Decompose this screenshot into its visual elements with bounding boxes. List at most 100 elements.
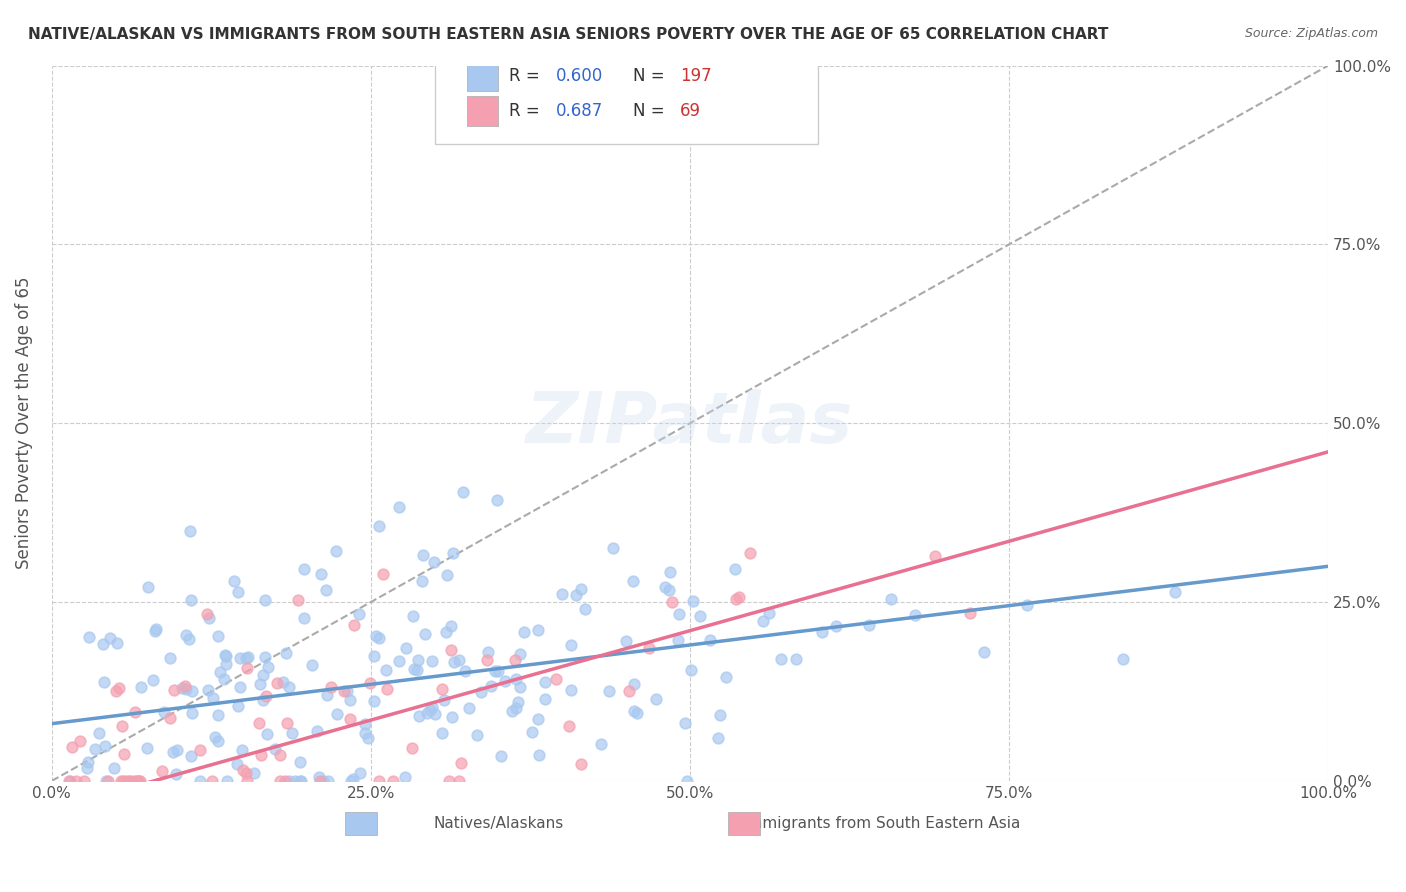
Text: N =: N = bbox=[633, 67, 669, 85]
Point bbox=[402, 608, 425, 623]
Point bbox=[257, 660, 280, 674]
Point bbox=[485, 493, 508, 508]
Point bbox=[284, 773, 307, 788]
Point bbox=[420, 699, 443, 714]
Point bbox=[163, 682, 186, 697]
Point bbox=[751, 614, 773, 628]
Point bbox=[226, 698, 249, 713]
Point bbox=[252, 667, 274, 681]
Point bbox=[214, 648, 236, 663]
Point bbox=[235, 651, 257, 665]
Point bbox=[681, 663, 703, 677]
Point bbox=[382, 773, 405, 788]
FancyBboxPatch shape bbox=[467, 61, 499, 91]
Point bbox=[181, 684, 204, 698]
Point bbox=[180, 706, 202, 720]
Point bbox=[388, 654, 411, 668]
Point bbox=[315, 583, 337, 598]
Point bbox=[558, 719, 581, 733]
Point bbox=[430, 681, 453, 696]
Point bbox=[278, 773, 301, 788]
Point bbox=[235, 766, 257, 780]
Text: N =: N = bbox=[633, 103, 669, 120]
Text: Natives/Alaskans: Natives/Alaskans bbox=[433, 816, 564, 831]
Point bbox=[508, 695, 530, 709]
Point bbox=[903, 608, 925, 623]
Point bbox=[215, 648, 238, 663]
Point bbox=[301, 658, 323, 673]
Point bbox=[309, 566, 332, 581]
Point bbox=[465, 728, 488, 742]
Point bbox=[269, 747, 291, 762]
Point bbox=[623, 676, 645, 690]
Point bbox=[115, 773, 138, 788]
Point bbox=[602, 541, 624, 556]
Point bbox=[153, 705, 176, 719]
Point bbox=[453, 485, 475, 500]
Point bbox=[769, 651, 792, 665]
Point bbox=[638, 641, 661, 656]
Point bbox=[145, 622, 167, 636]
FancyBboxPatch shape bbox=[728, 812, 761, 835]
Point bbox=[973, 645, 995, 659]
Point bbox=[477, 645, 499, 659]
Point bbox=[449, 773, 471, 788]
Point bbox=[343, 618, 366, 632]
Point bbox=[316, 773, 339, 788]
Point bbox=[316, 688, 339, 702]
Point bbox=[215, 657, 238, 671]
Point bbox=[312, 773, 335, 788]
Point bbox=[450, 756, 472, 771]
Point bbox=[177, 632, 200, 647]
Point bbox=[264, 742, 287, 756]
Point bbox=[253, 593, 276, 607]
Point bbox=[238, 649, 260, 664]
Point bbox=[110, 773, 132, 788]
Point bbox=[339, 692, 361, 706]
Point bbox=[111, 719, 134, 733]
Point bbox=[363, 694, 385, 708]
Point bbox=[505, 672, 527, 686]
Point bbox=[165, 766, 187, 780]
Point bbox=[406, 653, 429, 667]
Point bbox=[666, 632, 689, 647]
Point bbox=[475, 653, 498, 667]
Point bbox=[242, 766, 264, 780]
Text: 69: 69 bbox=[679, 103, 700, 120]
Point bbox=[236, 773, 259, 788]
Point bbox=[87, 725, 110, 739]
Point bbox=[404, 662, 426, 676]
FancyBboxPatch shape bbox=[346, 812, 377, 835]
Point bbox=[112, 747, 135, 761]
Point bbox=[359, 676, 381, 690]
Point bbox=[93, 674, 115, 689]
Point bbox=[202, 691, 225, 706]
Point bbox=[159, 651, 181, 665]
Point bbox=[166, 743, 188, 757]
Point bbox=[437, 773, 460, 788]
Point bbox=[546, 672, 568, 686]
Point bbox=[94, 739, 117, 753]
Point bbox=[367, 773, 389, 788]
Point bbox=[207, 708, 229, 723]
Point bbox=[617, 683, 640, 698]
Point bbox=[534, 691, 557, 706]
Point bbox=[118, 773, 141, 788]
Point bbox=[135, 740, 157, 755]
Point bbox=[73, 773, 96, 788]
Point bbox=[368, 631, 391, 645]
Text: R =: R = bbox=[509, 103, 544, 120]
Point bbox=[278, 680, 301, 694]
Point bbox=[441, 546, 464, 560]
Point bbox=[658, 565, 681, 579]
Point bbox=[276, 716, 298, 731]
Point bbox=[436, 568, 458, 582]
Point bbox=[309, 773, 332, 788]
Point bbox=[180, 593, 202, 607]
Point bbox=[159, 711, 181, 725]
Point bbox=[758, 606, 780, 620]
Text: ZIPatlas: ZIPatlas bbox=[526, 389, 853, 458]
Point bbox=[440, 643, 463, 657]
Point bbox=[470, 685, 492, 699]
Point bbox=[236, 661, 259, 675]
